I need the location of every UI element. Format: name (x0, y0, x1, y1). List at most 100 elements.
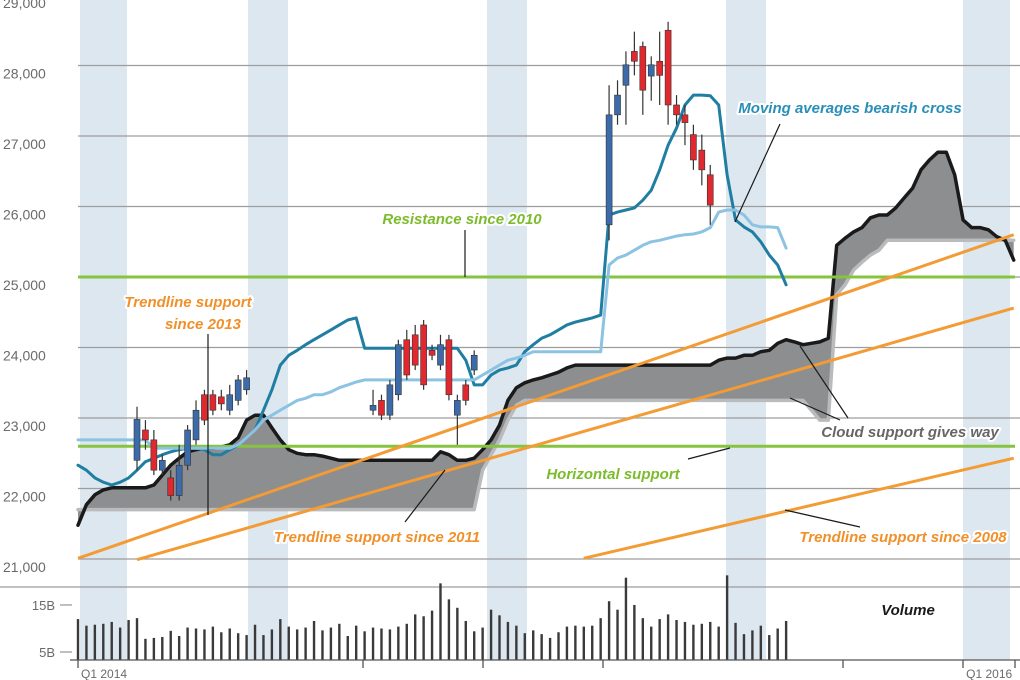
candle-body (175, 464, 183, 496)
candle-body (386, 384, 394, 416)
stripe (248, 0, 288, 660)
volume-bar (76, 619, 80, 660)
candle-body (639, 46, 647, 91)
background-stripes (80, 0, 1010, 660)
moving-average (76, 208, 788, 450)
volume-bar (759, 625, 763, 660)
volume-bar (784, 620, 788, 660)
volume-bar (388, 629, 392, 660)
candle-body (631, 51, 638, 62)
candle-body (690, 134, 697, 161)
volume-bar (161, 636, 164, 660)
volume-bar (287, 626, 290, 660)
volume-bar (110, 621, 113, 660)
cloud-span-a (76, 150, 1016, 527)
volume-bar (717, 626, 720, 660)
volume-bar (312, 620, 316, 660)
marks (60, 21, 1020, 660)
trendline (77, 233, 1015, 560)
stripe (80, 0, 127, 660)
volume-bar (397, 626, 400, 660)
candle-body (437, 344, 444, 366)
y-tick-label: 23,000 (3, 418, 46, 434)
annotation: since 2013 (165, 316, 242, 333)
volume-bar (540, 634, 543, 660)
volume-bar (127, 620, 130, 660)
annotation: Cloud support gives way (821, 424, 999, 441)
volume-bar (186, 627, 189, 660)
annotation: Moving averages bearish cross (738, 100, 961, 117)
volume-label: Volume (881, 602, 935, 619)
volume-bar (211, 626, 215, 660)
volume-bar (363, 631, 366, 660)
candle-body (167, 477, 175, 496)
volume-bar (709, 621, 712, 660)
candle-body (647, 64, 655, 77)
pointer (687, 447, 731, 460)
candle-body (454, 400, 461, 416)
volume-bar (262, 635, 265, 660)
stripe (487, 0, 527, 660)
labels: Moving averages bearish cross Resistance… (3, 0, 1013, 680)
volume-bar (742, 634, 746, 660)
candle-body (142, 429, 149, 441)
cloud-span-b (76, 238, 1016, 512)
annotation: Resistance since 2010 (382, 211, 542, 228)
volume-bar (523, 633, 526, 660)
pointer (799, 345, 849, 419)
volume-bar (422, 616, 425, 660)
volume-bar (414, 614, 417, 660)
stripe (726, 0, 766, 660)
candle-body (673, 104, 680, 116)
annotation: Trendline support (124, 294, 252, 311)
candle-body (378, 400, 385, 416)
volume-bar (279, 619, 282, 660)
candle-body (605, 114, 613, 226)
stripe (963, 0, 1010, 660)
volume-bar (489, 609, 493, 660)
volume-bar (650, 626, 653, 660)
candle-body (403, 339, 411, 376)
volume-bar (144, 638, 147, 660)
volume-bar (447, 599, 451, 660)
volume-bar (253, 624, 257, 660)
candle-body (622, 64, 630, 86)
volume-bar (338, 623, 341, 660)
candle-body (243, 377, 250, 391)
volume-bar (439, 583, 442, 660)
moving-average (76, 93, 788, 487)
volume-bar (270, 629, 274, 660)
volume-bar (354, 625, 358, 660)
volume-bar (93, 624, 97, 660)
candle-body (218, 396, 225, 405)
volume-bar (658, 619, 661, 660)
volume-bar (152, 637, 156, 660)
volume-bar (203, 629, 206, 660)
volume-bar (85, 625, 88, 660)
volume-bar (346, 636, 349, 660)
volume-bar (666, 614, 670, 660)
volume-bar (177, 636, 181, 660)
candle-body (656, 60, 663, 76)
volume-bar (683, 621, 687, 660)
candle-body (470, 354, 478, 371)
volume-bar (304, 627, 307, 660)
volume-bar (776, 628, 779, 660)
candle-body (681, 114, 689, 123)
volume-bar (329, 627, 333, 660)
candle-body (706, 174, 714, 206)
volume-bar (633, 604, 636, 660)
volume-bar (675, 620, 678, 660)
trendline (136, 306, 1015, 562)
candle-body (159, 459, 166, 471)
volume-bar (624, 577, 628, 660)
axis-frame (70, 659, 1020, 668)
candle-body (226, 394, 234, 411)
volume-bar (481, 627, 484, 660)
candle-body (664, 29, 672, 106)
volume-bar (498, 615, 501, 660)
pointer (404, 469, 446, 523)
volume-bar (700, 623, 704, 660)
